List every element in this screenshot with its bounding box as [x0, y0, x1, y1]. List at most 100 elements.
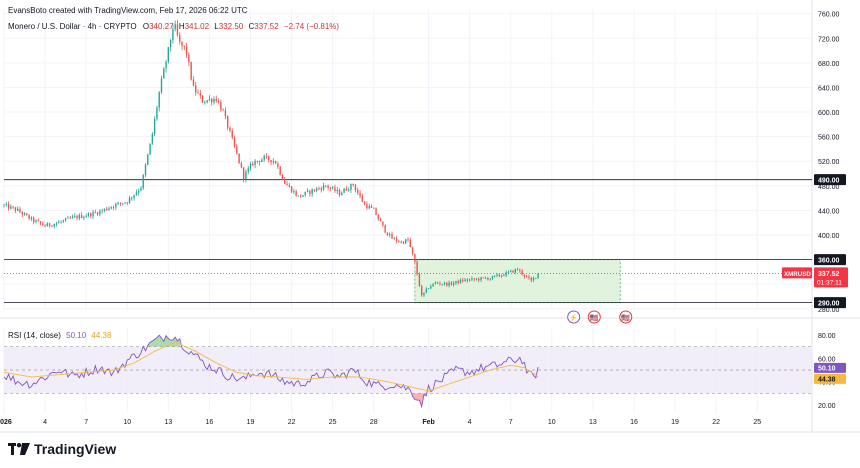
candle[interactable]	[352, 183, 354, 187]
candle[interactable]	[525, 274, 528, 278]
candle[interactable]	[233, 135, 236, 149]
candle[interactable]	[69, 215, 71, 220]
candle[interactable]	[455, 280, 457, 286]
candle[interactable]	[336, 186, 338, 195]
candle[interactable]	[153, 116, 156, 137]
candle[interactable]	[341, 191, 343, 196]
candle[interactable]	[286, 180, 288, 186]
candle[interactable]	[272, 158, 275, 165]
candle[interactable]	[249, 161, 252, 171]
candle[interactable]	[400, 240, 402, 244]
candle[interactable]	[318, 186, 320, 191]
candle[interactable]	[361, 193, 364, 203]
candle[interactable]	[320, 186, 322, 193]
candle[interactable]	[224, 107, 227, 120]
candle[interactable]	[26, 212, 28, 216]
candle[interactable]	[345, 186, 348, 192]
candle[interactable]	[103, 208, 106, 213]
candle[interactable]	[500, 274, 503, 279]
candle[interactable]	[149, 143, 151, 156]
candle[interactable]	[188, 52, 190, 67]
candle[interactable]	[471, 276, 473, 282]
candle[interactable]	[71, 214, 74, 219]
candle[interactable]	[512, 270, 514, 273]
candle[interactable]	[489, 278, 491, 281]
candle[interactable]	[210, 97, 213, 106]
candle[interactable]	[496, 272, 498, 278]
candle[interactable]	[185, 43, 188, 58]
candle[interactable]	[334, 184, 336, 193]
candle[interactable]	[144, 163, 147, 178]
candle[interactable]	[101, 208, 103, 214]
candle[interactable]	[190, 61, 192, 81]
candle[interactable]	[80, 212, 83, 219]
candle[interactable]	[343, 187, 345, 193]
candle[interactable]	[359, 190, 361, 199]
candle[interactable]	[167, 46, 170, 64]
candle[interactable]	[247, 165, 249, 175]
candle[interactable]	[90, 212, 92, 219]
level-price-tag[interactable]	[814, 174, 846, 186]
candle[interactable]	[21, 211, 23, 218]
candle[interactable]	[215, 95, 217, 103]
candle[interactable]	[306, 188, 309, 193]
candle[interactable]	[108, 206, 110, 211]
candle[interactable]	[37, 218, 39, 222]
candle[interactable]	[300, 194, 302, 199]
candle[interactable]	[83, 215, 85, 221]
candle[interactable]	[418, 272, 421, 287]
candle[interactable]	[96, 211, 99, 217]
candle[interactable]	[158, 91, 160, 112]
candle[interactable]	[23, 212, 26, 216]
candle[interactable]	[315, 186, 318, 193]
candle[interactable]	[19, 206, 21, 214]
candle[interactable]	[368, 203, 370, 210]
candle[interactable]	[295, 189, 297, 197]
lightning-icon[interactable]: ⚡	[567, 310, 581, 324]
candle[interactable]	[44, 224, 46, 228]
candle[interactable]	[181, 41, 183, 50]
candle[interactable]	[245, 169, 247, 183]
candle[interactable]	[427, 288, 430, 290]
candle[interactable]	[329, 186, 332, 191]
candle[interactable]	[222, 108, 224, 111]
candle[interactable]	[87, 212, 90, 218]
candle[interactable]	[505, 270, 507, 277]
candle[interactable]	[78, 213, 81, 221]
candle[interactable]	[60, 220, 62, 224]
candle[interactable]	[128, 195, 131, 205]
level-price-tag[interactable]	[814, 297, 846, 309]
candle[interactable]	[74, 213, 76, 218]
candle[interactable]	[131, 196, 133, 201]
candle[interactable]	[498, 273, 501, 278]
candle[interactable]	[459, 278, 462, 284]
candle[interactable]	[55, 221, 58, 227]
candle[interactable]	[12, 205, 14, 210]
candle[interactable]	[297, 195, 300, 197]
candle[interactable]	[197, 89, 199, 95]
candle[interactable]	[325, 184, 327, 188]
candle[interactable]	[514, 268, 516, 275]
candle[interactable]	[64, 217, 67, 222]
candle[interactable]	[268, 155, 270, 163]
candle[interactable]	[32, 216, 35, 225]
candle[interactable]	[519, 268, 521, 273]
candle[interactable]	[407, 237, 409, 242]
candle[interactable]	[30, 216, 33, 222]
candle[interactable]	[14, 206, 17, 214]
candle[interactable]	[274, 160, 277, 164]
candle[interactable]	[389, 232, 391, 238]
candle[interactable]	[311, 188, 313, 197]
candle[interactable]	[231, 128, 233, 140]
candle[interactable]	[119, 202, 122, 207]
candle[interactable]	[10, 204, 12, 210]
candle[interactable]	[51, 225, 53, 228]
candle[interactable]	[195, 81, 197, 96]
symbol-tag[interactable]	[782, 267, 812, 279]
candle[interactable]	[304, 191, 306, 197]
candle[interactable]	[416, 259, 418, 276]
candle[interactable]	[446, 282, 448, 287]
candle[interactable]	[99, 208, 101, 217]
candle[interactable]	[484, 276, 487, 280]
